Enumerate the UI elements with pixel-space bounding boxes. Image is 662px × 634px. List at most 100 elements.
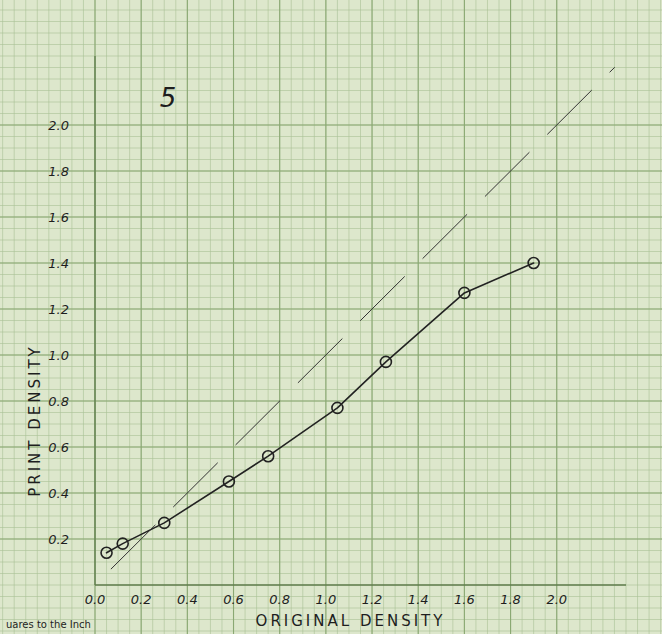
y-tick-label: 0.6 [48, 440, 69, 455]
paper-line [0, 136, 662, 137]
paper-line [0, 470, 662, 471]
x-tick-label: 1.8 [500, 592, 521, 607]
x-tick-label: 2.0 [546, 592, 567, 607]
paper-line [0, 228, 662, 229]
paper-line [0, 355, 662, 356]
grid-line-y [0, 216, 662, 217]
x-tick-label: 0.0 [85, 592, 106, 607]
paper-line [0, 573, 662, 574]
paper-line [0, 79, 662, 80]
paper-line [0, 608, 662, 609]
paper-line [0, 21, 662, 22]
grid-line-y [0, 262, 662, 263]
paper-line [0, 159, 662, 160]
paper-line [0, 493, 662, 494]
paper-line [0, 263, 662, 264]
data-point [380, 356, 391, 367]
paper-line [0, 182, 662, 183]
paper-line [0, 171, 662, 172]
grid-line-y [0, 124, 662, 125]
chart: 0.00.20.40.60.81.01.21.41.61.82.00.20.40… [0, 0, 662, 634]
grid-line-x [94, 0, 95, 634]
paper-line [0, 343, 662, 344]
paper-line [0, 527, 662, 528]
tick-labels: 0.00.20.40.60.81.01.21.41.61.82.00.20.40… [48, 118, 567, 607]
y-tick-label: 0.2 [48, 532, 69, 547]
figure-number: 5 [160, 83, 177, 113]
paper-line [0, 44, 662, 45]
data-point [223, 476, 234, 487]
paper-line [0, 113, 662, 114]
grid-line-y [0, 400, 662, 401]
data-line [107, 263, 534, 553]
paper-line [0, 435, 662, 436]
paper-line [0, 102, 662, 103]
data-point [159, 517, 170, 528]
paper-line [0, 424, 662, 425]
grid-line-y [0, 170, 662, 171]
y-tick-label: 1.2 [48, 302, 69, 317]
paper-line [0, 378, 662, 379]
grid [0, 0, 662, 634]
paper-line [0, 309, 662, 310]
paper-line [0, 366, 662, 367]
paper-line [0, 67, 662, 68]
x-tick-label: 1.4 [408, 592, 429, 607]
data-point [101, 547, 112, 558]
x-tick-label: 1.0 [316, 592, 337, 607]
grid-line-y [0, 354, 662, 355]
paper [0, 0, 662, 634]
paper-line [0, 90, 662, 91]
x-tick-label: 1.6 [454, 592, 475, 607]
paper-line [0, 585, 662, 586]
paper-line [0, 562, 662, 563]
x-tick-label: 1.2 [362, 592, 383, 607]
paper-line [0, 148, 662, 149]
paper-line [95, 0, 96, 634]
y-tick-label: 2.0 [48, 118, 69, 133]
grid-line-y [0, 492, 662, 493]
paper-line [0, 56, 662, 57]
paper-line [0, 274, 662, 275]
paper-line [0, 33, 662, 34]
x-tick-label: 0.8 [269, 592, 290, 607]
paper-line [0, 297, 662, 298]
x-axis-title: ORIGINAL DENSITY [256, 612, 446, 630]
paper-line [0, 240, 662, 241]
x-tick-label: 0.6 [223, 592, 244, 607]
paper-line [0, 286, 662, 287]
data-point [117, 538, 128, 549]
y-tick-label: 1.4 [48, 256, 69, 271]
paper-line [0, 481, 662, 482]
y-axis [94, 56, 95, 585]
y-tick-label: 1.6 [48, 210, 69, 225]
x-tick-label: 0.4 [177, 592, 198, 607]
paper-line [0, 539, 662, 540]
paper-line [0, 516, 662, 517]
paper-line [0, 458, 662, 459]
grid-line-y [0, 308, 662, 309]
paper-line [0, 504, 662, 505]
y-axis-title: PRINT DENSITY [26, 344, 44, 497]
paper-line [0, 205, 662, 206]
data-point [459, 287, 470, 298]
grid-line-y [0, 538, 662, 539]
annotation: uares to the Inch [6, 619, 91, 630]
paper-line [0, 217, 662, 218]
reference-line [111, 68, 614, 569]
data-point [332, 402, 343, 413]
y-tick-label: 1.0 [48, 348, 69, 363]
paper-line [0, 194, 662, 195]
x-axis [95, 584, 626, 585]
paper-line [0, 320, 662, 321]
paper-line [0, 389, 662, 390]
data-point [263, 451, 274, 462]
paper-line [0, 10, 662, 11]
paper-grid [0, 0, 662, 634]
y-tick-label: 0.4 [48, 486, 69, 501]
paper-line [0, 125, 662, 126]
grid-line-y [0, 446, 662, 447]
paper-line [0, 251, 662, 252]
paper-line [0, 401, 662, 402]
y-tick-label: 1.8 [48, 164, 69, 179]
